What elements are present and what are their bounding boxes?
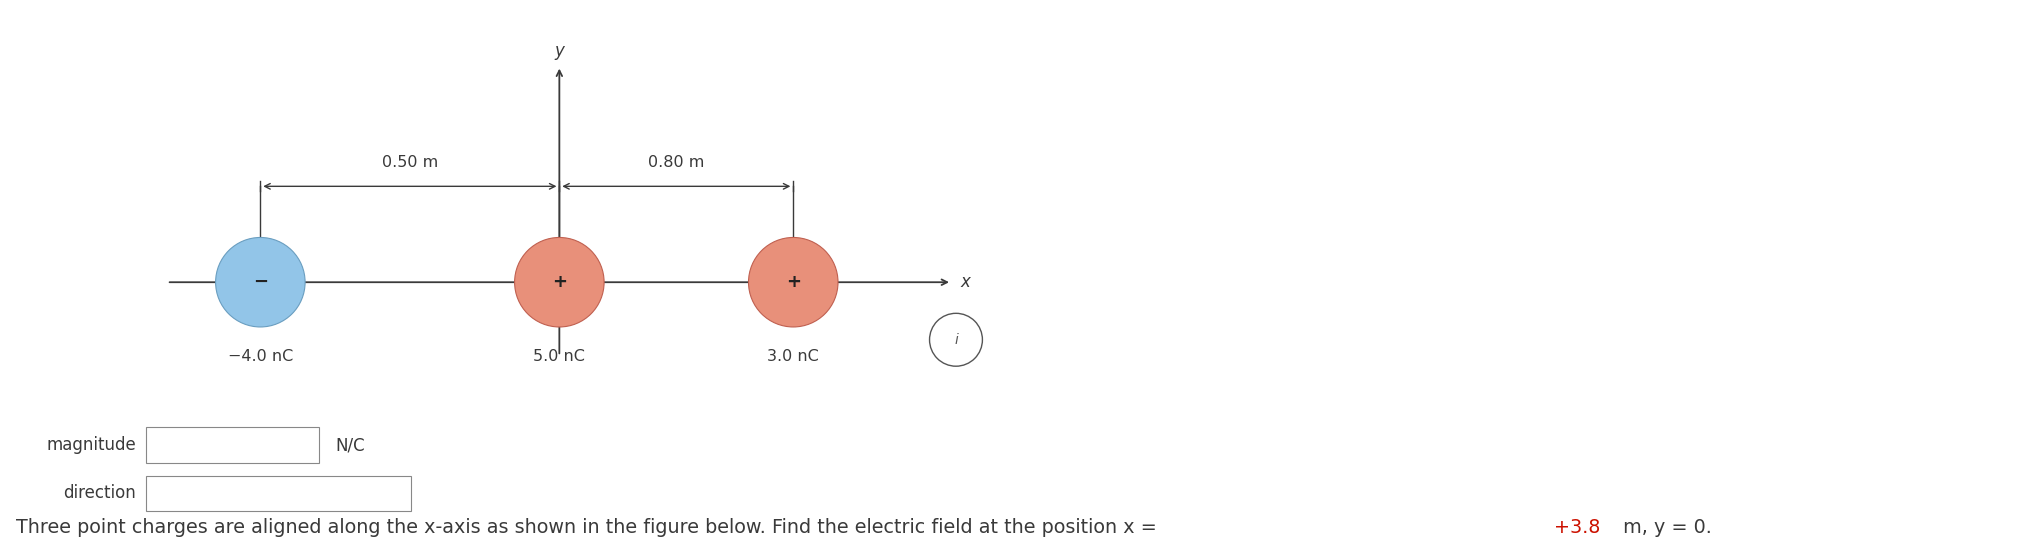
Text: magnitude: magnitude <box>47 436 136 454</box>
Text: +: + <box>785 273 801 291</box>
Text: 3.0 nC: 3.0 nC <box>767 349 820 364</box>
Text: direction: direction <box>63 484 136 503</box>
Ellipse shape <box>515 237 604 327</box>
FancyBboxPatch shape <box>146 427 319 463</box>
Text: +3.8: +3.8 <box>1554 518 1601 537</box>
Text: ∨: ∨ <box>393 488 401 499</box>
Text: +: + <box>551 273 567 291</box>
Text: m, y = 0.: m, y = 0. <box>1617 518 1713 537</box>
Ellipse shape <box>749 237 838 327</box>
Text: 5.0 nC: 5.0 nC <box>533 349 586 364</box>
Text: 0.50 m: 0.50 m <box>382 155 437 170</box>
Text: 0.80 m: 0.80 m <box>649 155 704 170</box>
FancyBboxPatch shape <box>146 476 411 511</box>
Text: i: i <box>954 333 958 347</box>
Text: x: x <box>960 273 970 291</box>
Text: −4.0 nC: −4.0 nC <box>228 349 293 364</box>
Text: N/C: N/C <box>336 436 366 454</box>
Text: Three point charges are aligned along the x-axis as shown in the figure below. F: Three point charges are aligned along th… <box>16 518 1163 537</box>
Text: −: − <box>252 273 268 291</box>
Text: ---Select---: ---Select--- <box>159 486 242 501</box>
Text: y: y <box>555 42 563 60</box>
Ellipse shape <box>216 237 305 327</box>
